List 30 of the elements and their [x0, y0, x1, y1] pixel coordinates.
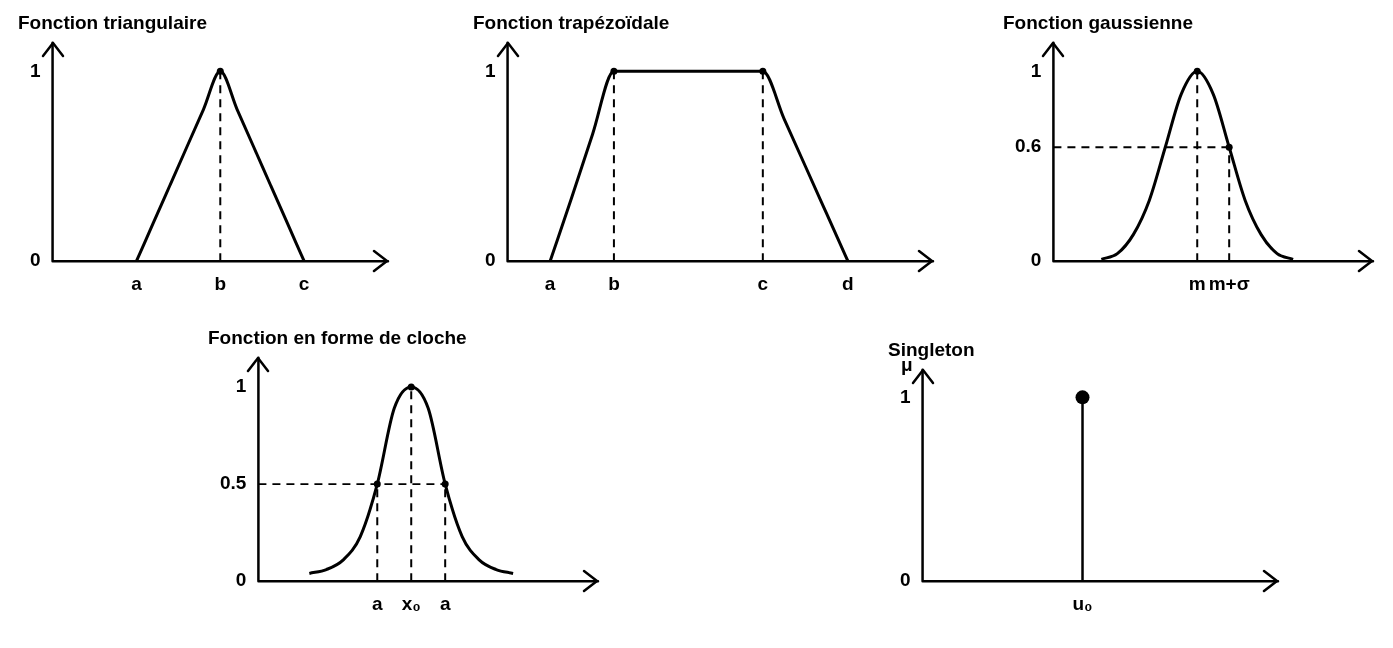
x-tick-label: a	[131, 272, 143, 294]
chart-title: Fonction en forme de cloche	[208, 326, 467, 348]
y-tick-label: 0	[29, 249, 41, 271]
x-tick-label: m	[1188, 272, 1206, 294]
y-tick-label: 1	[29, 59, 41, 81]
chart-title: Fonction triangulaire	[18, 11, 207, 33]
x-tick-label: a	[371, 592, 383, 614]
chart-title: Fonction gaussienne	[1003, 11, 1194, 33]
y-tick-label: 0	[235, 569, 247, 591]
y-tick-label: 0.5	[219, 472, 247, 494]
chart-title: Fonction trapézoïdale	[473, 11, 670, 33]
y-tick-label: 0	[1030, 249, 1042, 271]
y-tick-label: 1	[1030, 59, 1042, 81]
x-tick-label: a	[544, 272, 556, 294]
chart-title: Singleton	[888, 338, 975, 360]
y-tick-label: 0	[484, 249, 496, 271]
x-tick-label: c	[757, 272, 769, 294]
y-tick-label: 1	[484, 59, 496, 81]
x-tick-label: u₀	[1072, 592, 1093, 614]
y-tick-label: 0	[899, 569, 911, 591]
x-tick-label: b	[608, 272, 620, 294]
y-tick-label: 0.6	[1014, 135, 1042, 157]
x-tick-label: c	[298, 272, 310, 294]
x-tick-label: m+σ	[1208, 272, 1250, 294]
y-tick-label: 1	[235, 375, 247, 397]
y-tick-label: 1	[899, 385, 911, 407]
x-tick-label: d	[842, 272, 854, 294]
x-tick-label: b	[214, 272, 227, 294]
x-tick-label: a	[439, 592, 451, 614]
x-tick-label: x₀	[401, 592, 421, 614]
